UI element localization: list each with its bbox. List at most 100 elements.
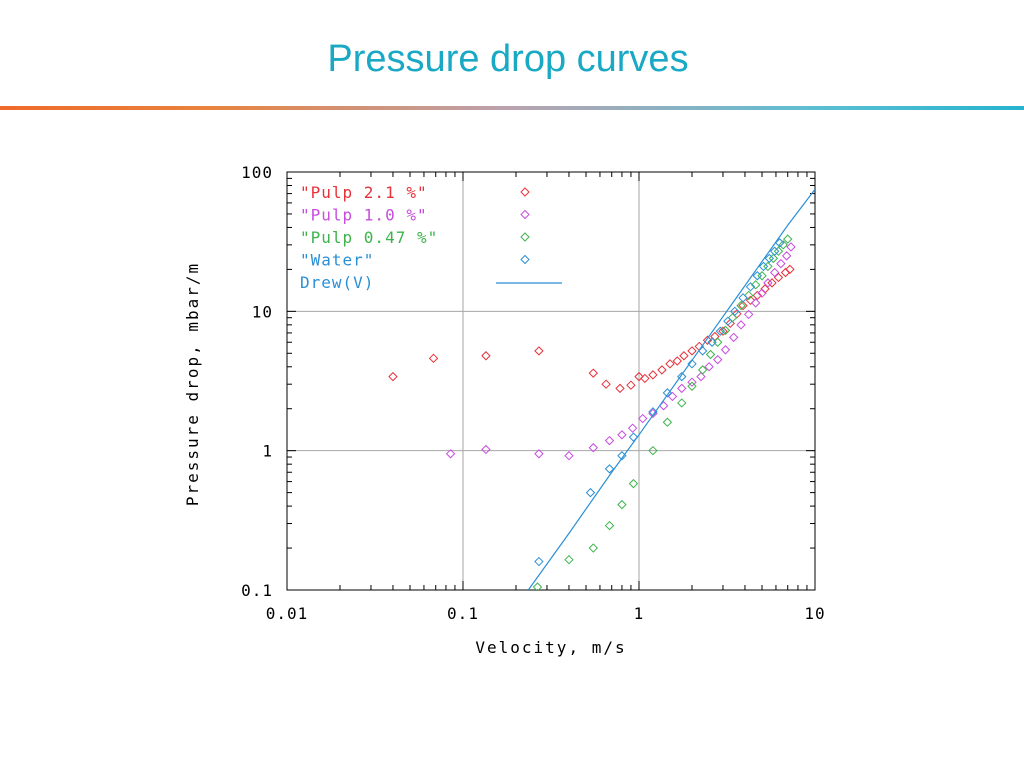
data-point [718, 326, 728, 336]
data-point [783, 234, 793, 244]
x-tick-label: 1 [634, 604, 645, 623]
data-point [720, 345, 731, 355]
data-point [752, 290, 762, 301]
data-point [687, 381, 697, 391]
data-point [658, 401, 669, 411]
data-point [750, 298, 761, 308]
data-point [588, 443, 599, 453]
data-point [781, 251, 792, 261]
chart-plot-area [388, 189, 815, 590]
x-axis-label: Velocity, m/s [475, 638, 626, 657]
data-point [758, 261, 769, 272]
chart-legend: "Pulp 2.1 %" "Pulp 1.0 %" "Pulp 0.47 %" "Wa… [300, 183, 562, 292]
data-point [617, 430, 627, 440]
data-point [697, 365, 708, 375]
data-point [704, 362, 714, 372]
data-point [712, 337, 723, 347]
data-point [679, 351, 689, 361]
data-point [774, 238, 785, 248]
data-point [769, 246, 780, 256]
legend-diamond-swatch [520, 187, 530, 197]
data-point [743, 309, 754, 320]
data-point [604, 464, 615, 474]
chart-axis-labels: 0.01 0.1 1 10 0.1 1 10 100 Velocity, m/s Pressure… [183, 163, 825, 657]
data-point [628, 478, 639, 489]
data-point [727, 313, 738, 323]
data-point [604, 435, 615, 446]
data-point [627, 423, 638, 433]
data-point [564, 451, 574, 461]
title-divider [0, 106, 1024, 110]
legend-label: "Water" [300, 251, 374, 270]
data-point [481, 444, 491, 455]
chart-ticks [286, 172, 815, 591]
data-point [662, 417, 673, 427]
data-point [736, 320, 746, 330]
data-point [628, 432, 639, 442]
data-point [687, 346, 697, 356]
data-point [534, 556, 544, 567]
slide-title: Pressure drop curves [327, 38, 689, 80]
data-point [702, 335, 713, 345]
chart-grid [287, 172, 815, 590]
data-point [705, 349, 716, 360]
y-tick-label: 100 [241, 163, 273, 182]
data-point [773, 246, 784, 256]
data-point [757, 271, 767, 281]
legend-diamond-swatch [520, 232, 530, 242]
data-point [534, 449, 544, 459]
legend-diamond-swatch [520, 209, 530, 220]
data-point [687, 377, 697, 387]
data-point [588, 368, 599, 378]
data-point [768, 253, 779, 264]
data-point [710, 331, 720, 342]
data-point [626, 380, 636, 390]
legend-diamond-swatch [520, 254, 530, 265]
data-point [776, 258, 786, 269]
data-point [715, 326, 726, 336]
data-point [707, 337, 717, 347]
y-tick-label: 10 [252, 302, 273, 321]
legend-label: "Pulp 0.47 %" [300, 228, 438, 247]
data-point [648, 370, 658, 380]
data-point [728, 332, 739, 343]
data-point [763, 278, 773, 288]
legend-label: "Pulp 1.0 %" [300, 206, 428, 225]
data-point [481, 351, 491, 361]
plot-border [286, 171, 816, 591]
data-point [672, 356, 682, 366]
x-tick-label: 0.1 [447, 604, 479, 623]
data-point [757, 288, 767, 298]
series-group [388, 189, 815, 590]
y-axis-label: Pressure drop, mbar/m [183, 262, 202, 506]
data-point [723, 316, 733, 326]
legend-label: Drew(V) [300, 273, 374, 292]
chart-frame [286, 171, 816, 591]
data-point [763, 261, 773, 272]
data-point [764, 253, 775, 264]
data-point [445, 449, 456, 459]
data-point [745, 282, 756, 292]
x-tick-label: 10 [804, 604, 825, 623]
data-point [769, 267, 780, 278]
data-point [615, 383, 625, 394]
data-point [773, 272, 784, 283]
series-line-drew [527, 189, 815, 590]
data-point [601, 379, 611, 389]
data-point [677, 371, 687, 382]
data-point [778, 240, 788, 250]
data-point [428, 353, 439, 364]
data-point [697, 346, 708, 356]
data-point [564, 554, 574, 565]
data-point [750, 280, 761, 290]
data-point [388, 371, 398, 382]
x-tick-label: 0.01 [266, 604, 309, 623]
data-point [534, 346, 544, 356]
data-point [677, 398, 687, 408]
data-point [736, 300, 746, 311]
data-point [752, 271, 762, 281]
data-point [648, 445, 658, 456]
data-point [634, 371, 644, 382]
data-point [588, 543, 599, 553]
